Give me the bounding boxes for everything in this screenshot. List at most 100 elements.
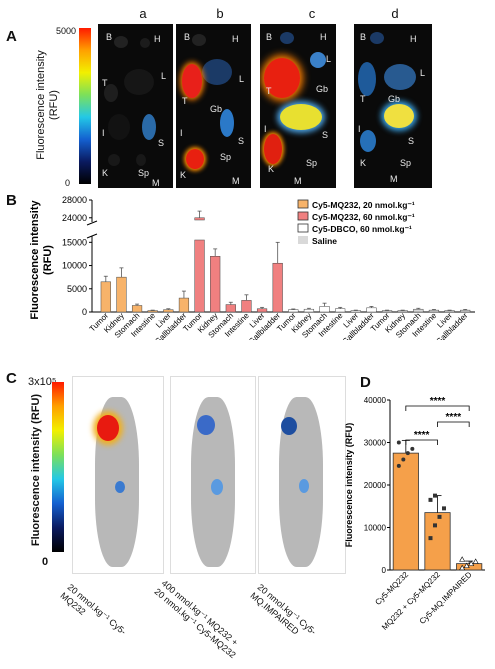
legend-label: Cy5-DBCO, 60 nmol.kg⁻¹ xyxy=(312,224,412,234)
axis-break-mark xyxy=(86,233,98,239)
y-axis-label: Fluorescence intensity (RFU) xyxy=(344,423,354,548)
organ-label: B xyxy=(106,32,113,42)
data-point xyxy=(468,560,475,566)
organ-panel-a: B H L T I S K Sp M xyxy=(98,24,173,188)
y-tick-label: 10000 xyxy=(364,524,387,533)
organ-label: L xyxy=(161,71,167,81)
y-tick-label: 24000 xyxy=(62,213,87,223)
bar xyxy=(131,305,143,313)
data-point xyxy=(410,446,415,451)
panel-c-letter: C xyxy=(6,370,17,387)
organ-label: M xyxy=(232,176,240,186)
significance-label: **** xyxy=(430,396,446,407)
panel-a-colorbar-label: Fluorescence intensity (RFU) xyxy=(35,50,60,160)
panel-a-letter: A xyxy=(6,28,17,45)
organ-label: S xyxy=(322,130,329,140)
significance-bracket xyxy=(405,405,470,411)
legend-label: Saline xyxy=(312,236,337,246)
organ-label: M xyxy=(294,176,302,186)
organ-label: Sp xyxy=(306,158,318,168)
organ-panel-d: B H L T Gb I S K Sp M xyxy=(354,24,432,188)
data-point xyxy=(433,523,437,528)
significance-label: **** xyxy=(414,430,430,441)
organ-label: S xyxy=(408,136,415,146)
significance-label: **** xyxy=(446,412,462,423)
organ-label: I xyxy=(180,128,183,138)
column-d-label: d xyxy=(391,6,399,21)
panel-c-colorbar-label: Fluorescence intensity (RFU) xyxy=(30,393,42,547)
y-tick-label: 30000 xyxy=(364,439,387,448)
organ-label: I xyxy=(102,128,105,138)
panel-b-letter: B xyxy=(6,192,17,209)
axis-break-mark xyxy=(86,220,98,226)
mouse-image-1: T xyxy=(72,376,164,574)
organ-label: H xyxy=(154,34,161,44)
organ-label: Sp xyxy=(400,158,412,168)
bar xyxy=(288,309,299,313)
data-point xyxy=(396,463,401,468)
data-point xyxy=(396,440,401,445)
organ-label: H xyxy=(410,34,417,44)
significance-bracket xyxy=(437,421,470,427)
y-tick-label: 28000 xyxy=(62,195,87,205)
legend-swatch xyxy=(298,236,308,244)
data-point xyxy=(459,564,466,571)
caption-2: 400 nmol.kg⁻¹ MQ232 + 20 nmol.kg⁻¹ Cy5-M… xyxy=(152,578,240,661)
y-tick-label: 0 xyxy=(382,566,387,575)
tumor-label: T xyxy=(83,409,90,420)
organ-label: Gb xyxy=(316,84,329,94)
x-tick-label: MQ232 + Cy5-MQ232 xyxy=(380,570,442,632)
data-point xyxy=(433,493,437,498)
panel-c-colorbar-min: 0 xyxy=(42,556,49,568)
tumor-label: T xyxy=(183,405,190,416)
organ-label: T xyxy=(266,86,272,96)
organ-label: M xyxy=(152,178,160,188)
legend-swatch xyxy=(297,223,309,233)
panel-c-colorbar-max: 3x10⁵ xyxy=(28,376,57,388)
bar xyxy=(194,239,205,313)
organ-label: Gb xyxy=(210,104,223,114)
organ-label: I xyxy=(358,124,361,134)
data-point xyxy=(437,514,442,519)
chart-d: 0 10000 20000 30000 40000 Fluorescence intens… xyxy=(344,396,485,632)
organ-label: H xyxy=(232,34,239,44)
bar xyxy=(424,512,451,571)
legend-label: Cy5-MQ232, 60 nmol.kg⁻¹ xyxy=(312,212,415,222)
organ-label: K xyxy=(102,168,109,178)
column-c-label: c xyxy=(308,6,316,21)
data-point xyxy=(428,497,433,502)
column-b-label: b xyxy=(216,6,224,21)
bar xyxy=(210,256,221,313)
y-tick-label: 40000 xyxy=(364,396,387,405)
organ-label: B xyxy=(266,32,273,42)
y-tick-label: 0 xyxy=(82,307,87,317)
bar xyxy=(116,276,127,313)
caption-1: 20 nmol.kg⁻¹ Cy5-MQ232 xyxy=(58,582,129,637)
organ-label: B xyxy=(360,32,367,42)
data-point xyxy=(463,562,470,569)
mouse-image-3: T xyxy=(258,376,346,574)
panel-d-letter: D xyxy=(360,374,371,391)
organ-label: S xyxy=(158,138,165,148)
bar xyxy=(225,304,236,313)
chart-b: 0 5000 10000 15000 24000 28000 Fluorescence in… xyxy=(29,195,475,340)
organ-panel-c: B H L T Gb I S K Sp M xyxy=(260,24,336,188)
legend-swatch xyxy=(297,211,309,221)
y-tick-label: 5000 xyxy=(67,284,87,294)
bar xyxy=(194,217,205,221)
y-tick-label: 10000 xyxy=(62,261,87,271)
organ-label: Sp xyxy=(220,152,232,162)
organ-label: M xyxy=(390,174,398,184)
data-point xyxy=(442,506,446,511)
legend-swatch xyxy=(297,199,309,209)
data-point xyxy=(401,457,406,462)
panel-a-colorbar xyxy=(79,28,91,184)
organ-label: L xyxy=(239,74,245,84)
data-point xyxy=(459,556,466,562)
bar xyxy=(241,300,252,313)
organ-label: I xyxy=(264,124,267,134)
organ-label: T xyxy=(102,78,108,88)
column-a-label: a xyxy=(139,6,147,21)
organ-label: K xyxy=(268,164,275,174)
organ-label: K xyxy=(180,170,187,180)
